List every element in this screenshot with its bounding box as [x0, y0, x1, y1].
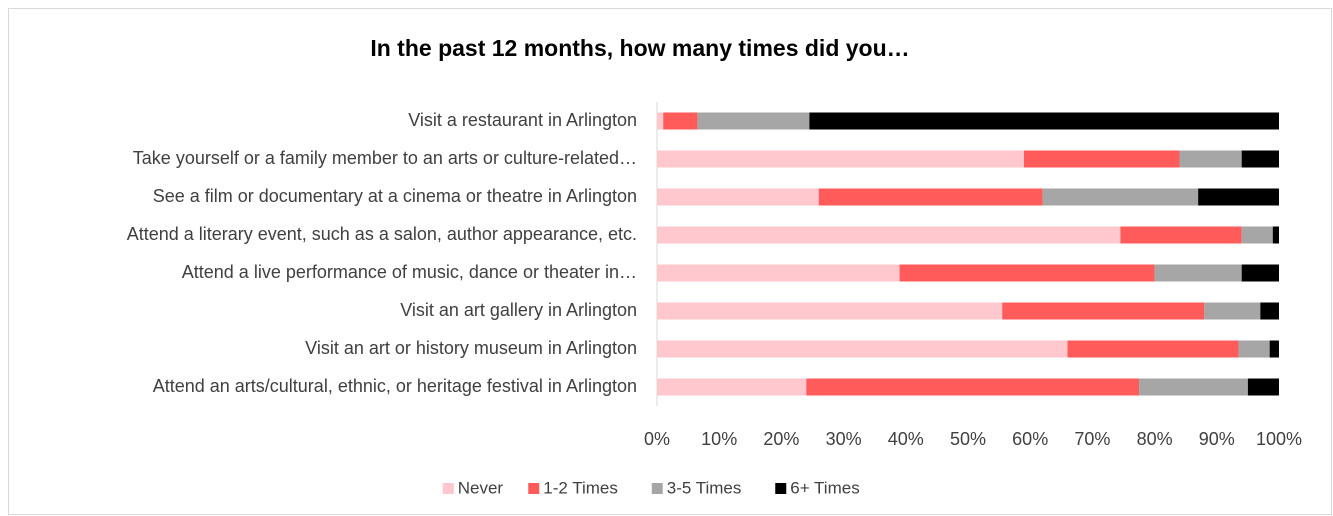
bar-segment [657, 340, 1068, 358]
category-label: See a film or documentary at a cinema or… [153, 186, 637, 206]
bar-segment [657, 378, 807, 396]
bar-segment [1023, 150, 1180, 168]
chart-border [8, 8, 1332, 515]
x-tick-label: 100% [1256, 429, 1302, 449]
x-tick-label: 60% [1012, 429, 1048, 449]
legend-label: 3-5 Times [667, 478, 742, 497]
legend-swatch [651, 483, 663, 494]
category-label: Visit an art gallery in Arlington [400, 300, 637, 320]
legend-label: Never [458, 478, 504, 497]
x-tick-label: 10% [701, 429, 737, 449]
chart-title: In the past 12 months, how many times di… [370, 35, 909, 61]
bar-segment [657, 302, 1003, 320]
bar-segment [1120, 226, 1242, 244]
bar-segment [818, 188, 1043, 206]
bar-segment [1154, 264, 1242, 282]
legend-label: 6+ Times [790, 478, 859, 497]
bar-segment [697, 112, 810, 130]
category-label: Visit a restaurant in Arlington [408, 110, 637, 130]
x-tick-label: 70% [1074, 429, 1110, 449]
legend-swatch [528, 483, 540, 494]
bar-segment [657, 226, 1121, 244]
x-tick-label: 50% [950, 429, 986, 449]
legend-swatch [775, 483, 787, 494]
category-label: Attend an arts/cultural, ethnic, or heri… [153, 376, 637, 396]
legend-swatch [442, 483, 454, 494]
bar-segment [1247, 378, 1279, 396]
bar-segment [1204, 302, 1261, 320]
legend-label: 1-2 Times [543, 478, 618, 497]
bar-segment [1002, 302, 1205, 320]
bar-segment [1241, 226, 1273, 244]
category-label: Attend a live performance of music, danc… [182, 262, 637, 282]
x-tick-label: 0% [644, 429, 670, 449]
bar-segment [663, 112, 698, 130]
bar-segment [1260, 302, 1279, 320]
bar-segment [1272, 226, 1279, 244]
bar-segment [1042, 188, 1199, 206]
bar-segment [1198, 188, 1279, 206]
bar-segment [1269, 340, 1279, 358]
bar-segment [657, 188, 819, 206]
x-tick-label: 90% [1199, 429, 1235, 449]
bar-segment [657, 112, 664, 130]
bar-segment [1238, 340, 1270, 358]
bar-segment [657, 150, 1024, 168]
x-tick-label: 20% [763, 429, 799, 449]
bar-segment [1139, 378, 1248, 396]
x-tick-label: 40% [888, 429, 924, 449]
x-tick-label: 30% [826, 429, 862, 449]
bar-segment [899, 264, 1155, 282]
bar-segment [809, 112, 1279, 130]
bar-segment [806, 378, 1140, 396]
x-tick-label: 80% [1137, 429, 1173, 449]
category-label: Take yourself or a family member to an a… [133, 148, 637, 168]
category-label: Visit an art or history museum in Arling… [305, 338, 637, 358]
bar-segment [1241, 150, 1279, 168]
category-label: Attend a literary event, such as a salon… [127, 224, 637, 244]
bar-segment [1067, 340, 1239, 358]
bar-segment [1241, 264, 1279, 282]
bar-segment [1179, 150, 1242, 168]
bar-segment [657, 264, 900, 282]
